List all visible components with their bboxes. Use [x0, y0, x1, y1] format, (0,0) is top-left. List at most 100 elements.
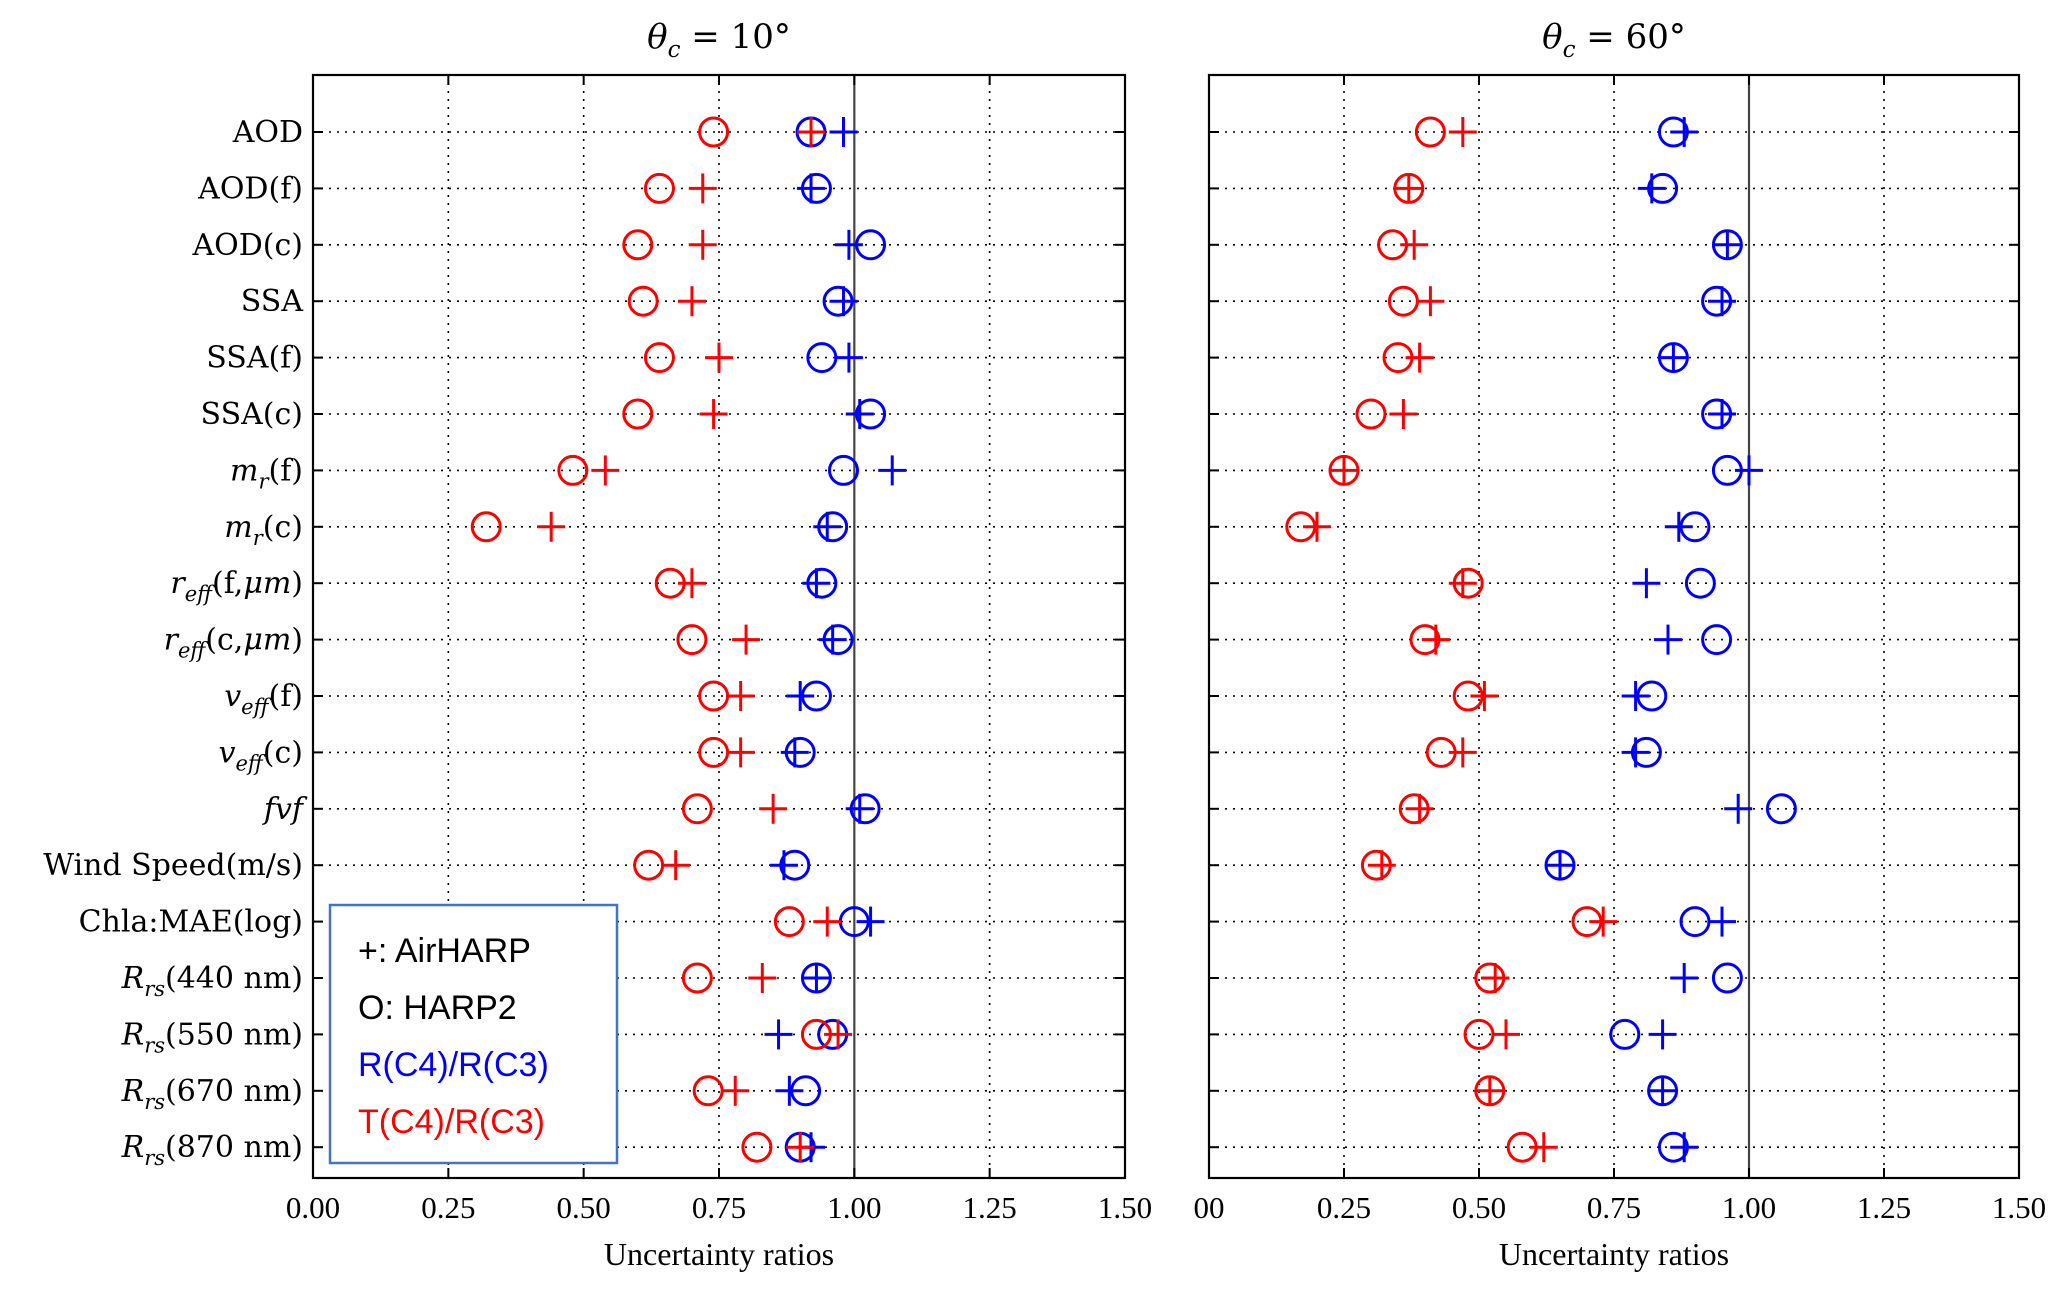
category-label: Rrs(550 nm): [121, 1017, 303, 1057]
marker-harp2-blue: [1630, 736, 1662, 768]
marker-airharp-blue: [1546, 850, 1574, 881]
marker-harp2-red: [1285, 511, 1317, 543]
category-label: Chla:MAE(log): [79, 905, 303, 940]
x-tick-label: 1.25: [963, 1190, 1017, 1225]
marker-airharp-red: [688, 229, 717, 260]
category-label: veff(c): [219, 735, 303, 775]
marker-airharp-red: [721, 1075, 750, 1106]
marker-airharp-red: [797, 117, 826, 147]
label-subscript: eff: [185, 582, 215, 606]
marker-harp2-blue: [1701, 285, 1733, 317]
category-label: SSA(f): [206, 341, 303, 376]
marker-airharp-red: [705, 342, 733, 373]
marker-harp2-red: [557, 454, 589, 486]
marker-harp2-blue: [1711, 454, 1743, 486]
x-tick-label: 0.75: [692, 1190, 746, 1225]
marker-airharp-blue: [1708, 906, 1736, 937]
label-subscript: rs: [144, 1090, 165, 1114]
category-label: Wind Speed(m/s): [43, 848, 303, 883]
label-subscript: eff: [235, 751, 265, 775]
x-tick-label: 1.00: [1722, 1190, 1776, 1225]
marker-harp2-red: [692, 1075, 724, 1107]
marker-harp2-blue: [779, 849, 811, 881]
title-subscript: c: [1563, 37, 1576, 63]
label-base: R: [121, 1130, 145, 1165]
label-base: AOD: [232, 115, 303, 150]
label-base: AOD(f): [197, 171, 303, 206]
category-label: AOD(c): [191, 228, 303, 263]
marker-airharp-blue: [1735, 455, 1763, 486]
category-label: SSA(c): [201, 397, 303, 432]
marker-airharp-red: [699, 399, 728, 429]
marker-airharp-blue: [775, 1075, 804, 1106]
label-base: fvf: [262, 792, 308, 827]
label-subscript: eff: [241, 695, 271, 719]
marker-harp2-red: [627, 285, 659, 317]
label-base: m: [230, 453, 258, 488]
title-subscript: c: [668, 37, 681, 63]
label-base: Chla:MAE(log): [79, 905, 303, 940]
marker-airharp-red: [1405, 342, 1434, 373]
marker-airharp-red: [1589, 906, 1618, 937]
label-unit: μm: [243, 566, 291, 601]
label-suffix: (f): [268, 453, 303, 488]
marker-airharp-red: [1330, 455, 1358, 486]
marker-harp2-red: [681, 962, 713, 994]
label-suffix: (c): [263, 510, 303, 545]
marker-harp2-red: [1414, 116, 1446, 148]
marker-airharp-blue: [834, 229, 863, 260]
marker-airharp-blue: [1670, 963, 1699, 993]
category-label: mr(c): [224, 510, 303, 550]
label-subscript: r: [253, 526, 265, 550]
category-label: Rrs(440 nm): [121, 961, 303, 1001]
label-close: ): [291, 566, 303, 601]
marker-airharp-red: [537, 511, 566, 542]
label-base: r: [164, 623, 180, 658]
marker-airharp-blue: [1648, 1019, 1677, 1050]
marker-harp2-red: [676, 624, 708, 656]
marker-airharp-red: [1389, 399, 1418, 429]
marker-airharp-blue: [1648, 1075, 1677, 1106]
marker-airharp-blue: [834, 342, 863, 373]
label-suffix: (f): [268, 679, 303, 714]
marker-airharp-red: [591, 455, 620, 486]
marker-harp2-blue: [828, 454, 860, 486]
category-label: fvf: [262, 792, 308, 827]
marker-harp2-blue: [1679, 906, 1711, 938]
marker-airharp-red: [786, 1132, 815, 1163]
marker-harp2-red: [1571, 906, 1603, 938]
chart-title: θc = 60°: [1542, 17, 1686, 63]
label-close: ): [291, 623, 303, 658]
marker-harp2-blue: [1647, 1075, 1679, 1107]
category-label: mr(f): [230, 453, 303, 493]
marker-harp2-blue: [784, 736, 816, 768]
marker-harp2-blue: [1657, 342, 1689, 374]
marker-airharp-blue: [764, 1019, 793, 1050]
marker-harp2-red: [1387, 285, 1419, 317]
label-base: v: [219, 735, 236, 770]
marker-airharp-red: [759, 793, 788, 824]
legend-entry: T(C4)/R(C3): [358, 1103, 545, 1141]
label-base: SSA: [241, 284, 304, 319]
marker-airharp-blue: [1621, 681, 1650, 711]
marker-harp2-red: [643, 172, 675, 204]
label-subscript: rs: [144, 1146, 165, 1170]
marker-airharp-red: [824, 1019, 853, 1050]
marker-airharp-blue: [1654, 624, 1682, 655]
marker-airharp-blue: [1713, 229, 1742, 260]
marker-harp2-red: [622, 229, 654, 261]
marker-airharp-blue: [786, 681, 815, 711]
marker-airharp-red: [732, 624, 761, 655]
marker-airharp-blue: [1664, 511, 1693, 542]
marker-airharp-blue: [1724, 793, 1753, 824]
marker-airharp-red: [1470, 681, 1499, 711]
panel-theta-60: 00 0.25 0.50 0.75 1.00 1.25 1.50 Uncertainty ra…: [1194, 17, 2047, 1272]
marker-harp2-blue: [790, 1075, 822, 1107]
panel-theta-10: 0.00 0.25 0.50 0.75 1.00 1.25 1.50 Uncertainty …: [286, 17, 1152, 1272]
legend-entry: +: AirHARP: [358, 932, 531, 970]
marker-harp2-red: [643, 342, 675, 374]
x-tick-label: 0.25: [1317, 1190, 1371, 1225]
label-base: R: [121, 961, 145, 996]
marker-harp2-blue: [1765, 793, 1797, 825]
